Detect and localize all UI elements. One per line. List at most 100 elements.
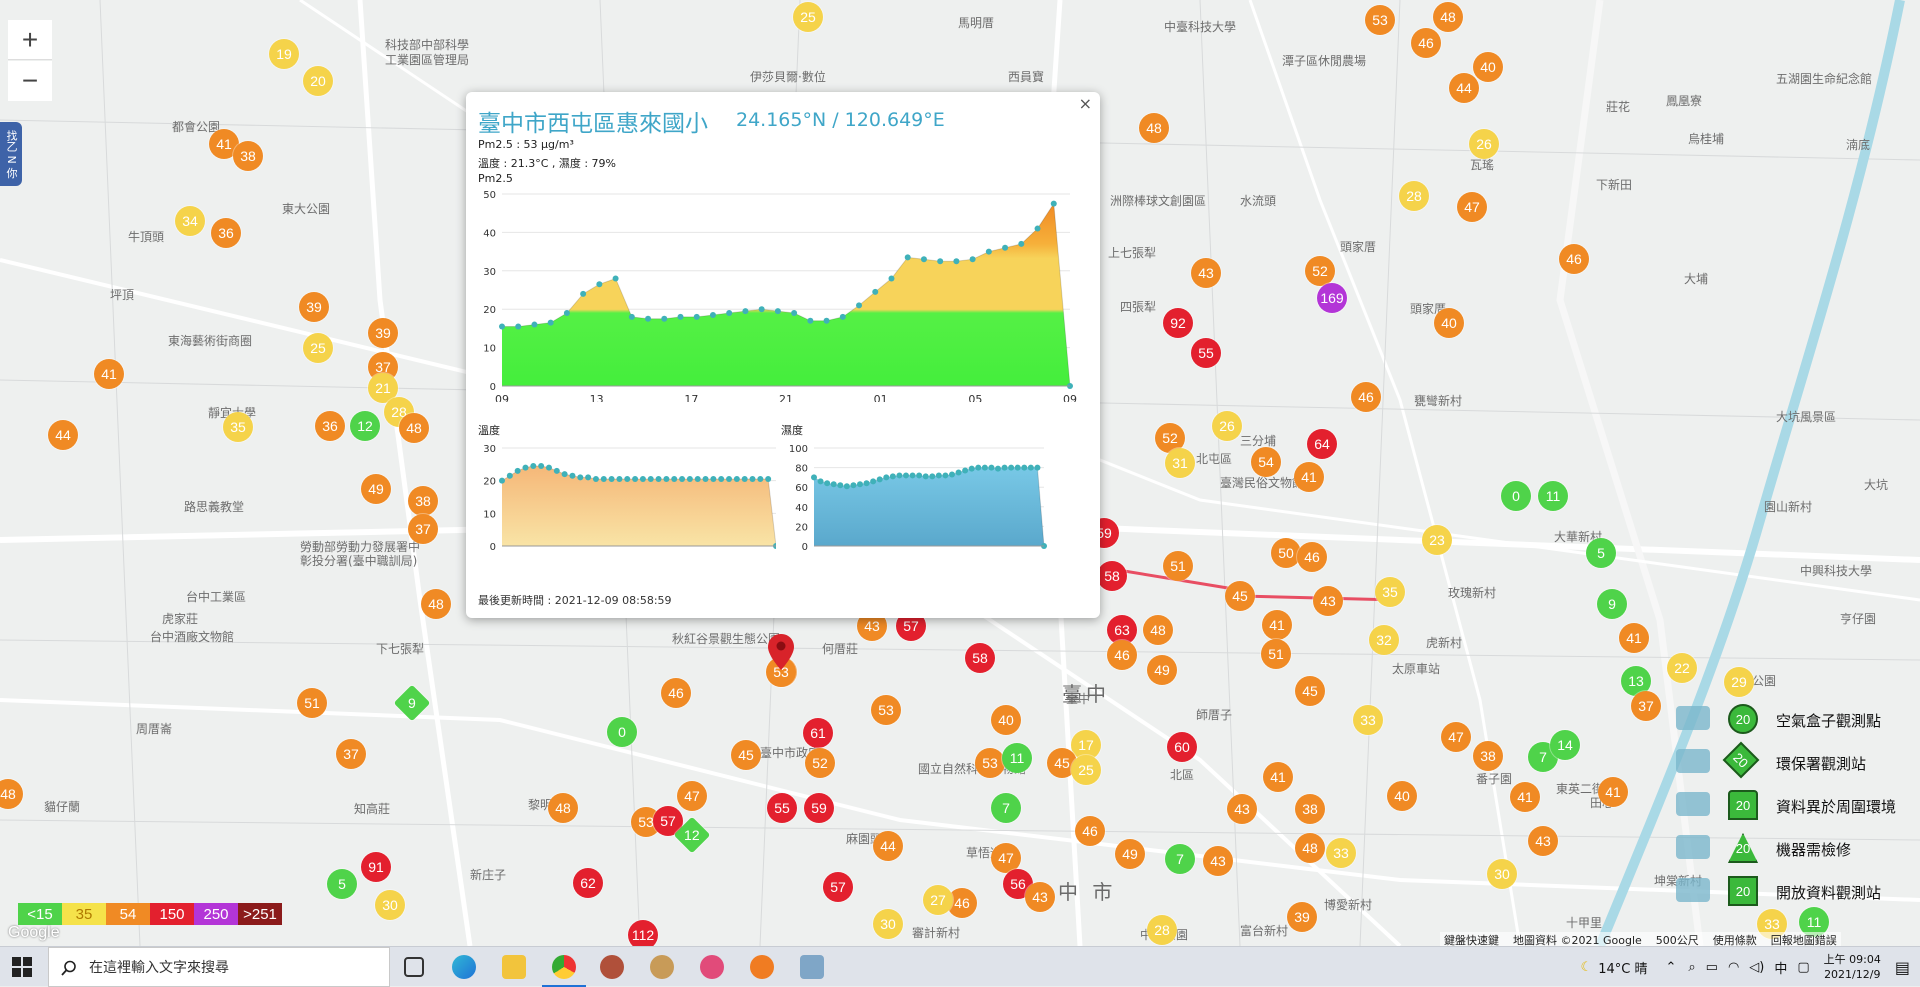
air-quality-marker[interactable]: 51 (1261, 639, 1291, 669)
ime-mode-icon[interactable]: ▢ (1797, 959, 1810, 975)
air-quality-marker[interactable]: 52 (1305, 256, 1335, 286)
air-quality-marker[interactable]: 40 (991, 705, 1021, 735)
air-quality-marker[interactable]: 17 (1071, 730, 1101, 760)
air-quality-marker[interactable]: 51 (297, 688, 327, 718)
app-icon-2[interactable] (650, 955, 674, 979)
air-quality-marker[interactable]: 92 (1163, 308, 1193, 338)
map-canvas[interactable]: 馬明厝 西員寶 科技部中部科學 工業園區管理局 伊莎貝爾·數位 都會公園 東大公園 牛頂頭 坪頂… (0, 0, 1920, 946)
volume-icon[interactable]: ◁) (1749, 959, 1765, 975)
air-quality-marker[interactable]: 39 (299, 292, 329, 322)
air-quality-marker[interactable]: 43 (1025, 882, 1055, 912)
air-quality-marker[interactable]: 49 (1115, 839, 1145, 869)
air-quality-marker[interactable]: 44 (1449, 73, 1479, 103)
air-quality-marker[interactable]: 25 (793, 2, 823, 32)
air-quality-marker[interactable]: 46 (1107, 640, 1137, 670)
task-view-icon[interactable] (404, 957, 424, 977)
air-quality-marker[interactable]: 45 (731, 740, 761, 770)
air-quality-marker[interactable]: 46 (1351, 382, 1381, 412)
air-quality-marker[interactable]: 29 (1724, 667, 1754, 697)
app-icon-1[interactable] (600, 955, 624, 979)
air-quality-marker[interactable]: 44 (873, 831, 903, 861)
air-quality-marker[interactable]: 48 (1295, 833, 1325, 863)
air-quality-marker[interactable]: 0 (607, 717, 637, 747)
air-quality-marker[interactable]: 45 (1225, 581, 1255, 611)
battery-icon[interactable]: ▭ (1705, 959, 1718, 975)
air-quality-marker[interactable]: 55 (767, 793, 797, 823)
air-quality-marker[interactable]: 26 (1469, 129, 1499, 159)
air-quality-marker[interactable]: 5 (327, 869, 357, 899)
air-quality-marker[interactable]: 32 (1369, 625, 1399, 655)
air-quality-marker[interactable]: 64 (1307, 429, 1337, 459)
air-quality-marker[interactable]: 59 (804, 793, 834, 823)
air-quality-marker[interactable]: 41 (1510, 782, 1540, 812)
air-quality-marker[interactable]: 91 (361, 852, 391, 882)
air-quality-marker[interactable]: 30 (375, 890, 405, 920)
air-quality-marker[interactable]: 39 (368, 318, 398, 348)
air-quality-marker[interactable]: 46 (661, 678, 691, 708)
air-quality-marker[interactable]: 11 (1538, 481, 1568, 511)
air-quality-marker[interactable]: 48 (1139, 113, 1169, 143)
air-quality-marker[interactable]: 46 (1559, 244, 1589, 274)
air-quality-marker[interactable]: 41 (1294, 462, 1324, 492)
close-icon[interactable]: × (1078, 94, 1092, 113)
air-quality-marker[interactable]: 28 (1147, 915, 1177, 945)
app-icon-4[interactable] (800, 955, 824, 979)
air-quality-marker[interactable]: 47 (677, 781, 707, 811)
air-quality-marker[interactable]: 25 (1071, 755, 1101, 785)
location-pin-icon[interactable] (768, 634, 794, 670)
air-quality-marker[interactable]: 41 (1598, 777, 1628, 807)
air-quality-marker[interactable]: 169 (1317, 283, 1347, 313)
network-icon[interactable]: ⌕ (1688, 959, 1696, 975)
air-quality-marker[interactable]: 58 (965, 643, 995, 673)
air-quality-marker[interactable]: 22 (1667, 653, 1697, 683)
air-quality-marker[interactable]: 11 (1002, 743, 1032, 773)
air-quality-marker[interactable]: 43 (1528, 826, 1558, 856)
blender-icon[interactable] (750, 955, 774, 979)
air-quality-marker[interactable]: 33 (1326, 838, 1356, 868)
air-quality-marker[interactable]: 33 (1353, 705, 1383, 735)
clock[interactable]: 上午 09:04 2021/12/9 (1824, 952, 1881, 982)
air-quality-marker[interactable]: 43 (1191, 258, 1221, 288)
zoom-in-button[interactable]: + (8, 20, 52, 60)
wifi-icon[interactable]: ◠ (1727, 959, 1740, 975)
air-quality-marker[interactable]: 39 (1287, 902, 1317, 932)
app-icon-3[interactable] (700, 955, 724, 979)
air-quality-marker[interactable]: 36 (211, 218, 241, 248)
air-quality-marker[interactable]: 47 (1441, 722, 1471, 752)
windows-start-icon[interactable] (12, 957, 32, 977)
air-quality-marker[interactable]: 37 (408, 514, 438, 544)
air-quality-marker[interactable]: 58 (1097, 561, 1127, 591)
air-quality-marker[interactable]: 7 (1165, 844, 1195, 874)
map-footer-link[interactable]: 地圖資料 ©2021 Google (1513, 934, 1642, 946)
air-quality-marker[interactable]: 48 (548, 793, 578, 823)
air-quality-marker[interactable]: 38 (1295, 794, 1325, 824)
air-quality-marker[interactable]: 35 (223, 412, 253, 442)
air-quality-marker[interactable]: 57 (823, 872, 853, 902)
air-quality-marker[interactable]: 61 (803, 718, 833, 748)
chrome-browser-icon[interactable] (552, 955, 576, 979)
air-quality-marker[interactable]: 38 (408, 486, 438, 516)
air-quality-marker[interactable]: 23 (1422, 525, 1452, 555)
notification-icon[interactable]: ▤ (1894, 957, 1910, 977)
air-quality-marker[interactable]: 43 (1227, 794, 1257, 824)
edge-browser-icon[interactable] (452, 955, 476, 979)
air-quality-marker[interactable]: 40 (1434, 308, 1464, 338)
air-quality-marker[interactable]: 37 (1631, 691, 1661, 721)
air-quality-marker[interactable]: 48 (1143, 615, 1173, 645)
air-quality-marker[interactable]: 12 (350, 411, 380, 441)
side-panel-tab[interactable]: 找乙 N 你 (0, 122, 22, 186)
air-quality-marker[interactable]: 43 (1203, 846, 1233, 876)
map-footer-link[interactable]: 使用條款 (1712, 934, 1757, 946)
air-quality-marker[interactable]: 40 (1387, 781, 1417, 811)
map-footer-link[interactable]: 500公尺 (1655, 934, 1699, 946)
air-quality-marker[interactable]: 25 (303, 333, 333, 363)
air-quality-marker[interactable]: 41 (94, 359, 124, 389)
ime-indicator[interactable]: 中 (1774, 961, 1788, 977)
air-quality-marker[interactable]: 43 (1313, 586, 1343, 616)
air-quality-marker[interactable]: 50 (1271, 538, 1301, 568)
air-quality-marker[interactable]: 40 (1473, 52, 1503, 82)
map-footer-link[interactable]: 鍵盤快速鍵 (1444, 934, 1499, 946)
air-quality-marker[interactable]: 41 (1262, 610, 1292, 640)
air-quality-marker[interactable]: 53 (871, 695, 901, 725)
air-quality-marker[interactable]: 60 (1167, 732, 1197, 762)
